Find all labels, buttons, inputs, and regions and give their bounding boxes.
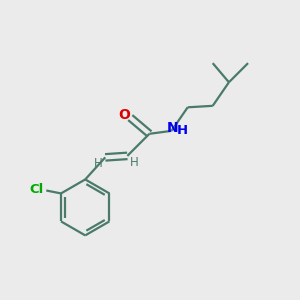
Text: H: H	[177, 124, 188, 137]
Text: O: O	[118, 108, 130, 122]
Text: H: H	[129, 156, 138, 169]
Text: H: H	[94, 157, 102, 170]
Text: N: N	[167, 121, 179, 135]
Text: Cl: Cl	[29, 183, 44, 196]
